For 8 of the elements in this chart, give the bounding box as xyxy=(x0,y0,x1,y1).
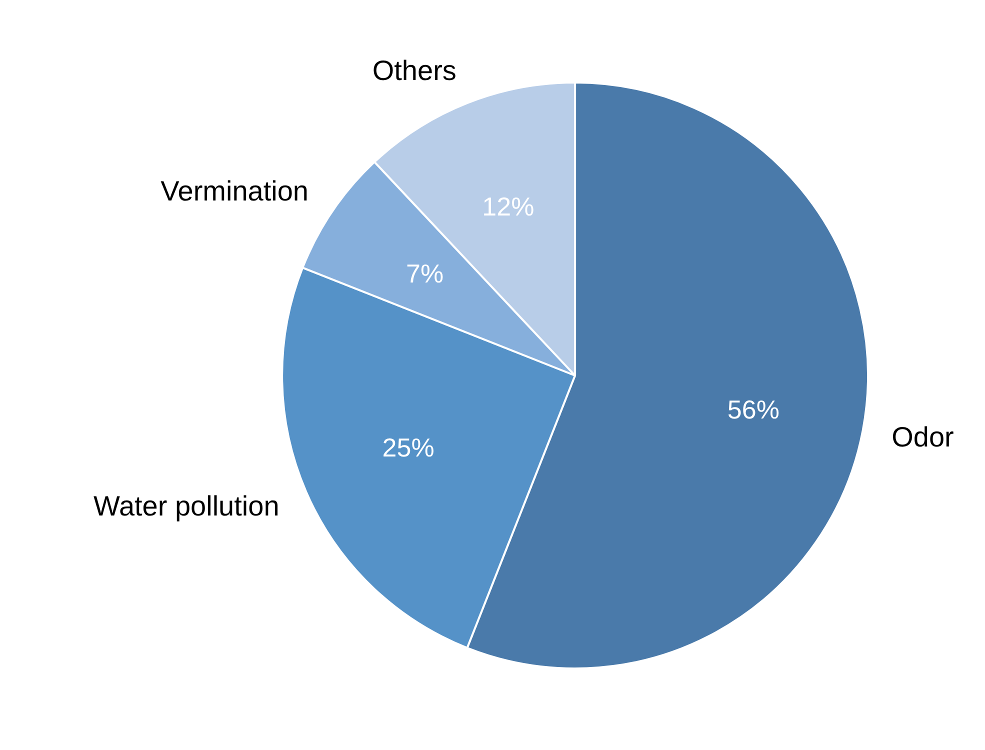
slice-label: Odor xyxy=(892,421,954,452)
slice-label: Others xyxy=(372,54,456,86)
data-label: 25% xyxy=(382,432,434,463)
data-label: 7% xyxy=(406,258,444,288)
slice-label: Vermination xyxy=(160,176,309,207)
data-label: 12% xyxy=(482,192,534,222)
slice-label: Water pollution xyxy=(94,490,280,522)
data-label: 56% xyxy=(727,394,780,425)
